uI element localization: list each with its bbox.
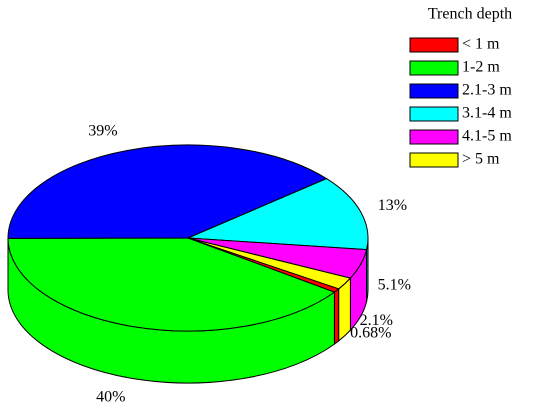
legend-swatch	[409, 106, 459, 122]
legend-label: 3.1-4 m	[462, 105, 512, 122]
legend-label: 2.1-3 m	[462, 82, 512, 99]
data-label: 13%	[378, 197, 407, 214]
pie-slice	[187, 237, 352, 290]
legend-label: 1-2 m	[462, 59, 500, 76]
legend-swatch	[409, 83, 459, 99]
data-label: 5.1%	[378, 277, 411, 294]
pie-slice	[7, 144, 328, 239]
legend-label: < 1 m	[462, 36, 500, 53]
legend-swatch	[409, 129, 459, 145]
data-label: 0.68%	[350, 325, 391, 342]
pie-slice	[187, 178, 369, 251]
legend-label: 4.1-5 m	[462, 128, 512, 145]
legend-title: Trench depth	[428, 6, 512, 23]
pie-side	[333, 287, 340, 346]
data-label: 39%	[88, 122, 117, 139]
data-label: 40%	[96, 388, 125, 405]
legend-label: > 5 m	[462, 151, 500, 168]
legend-swatch	[409, 60, 459, 76]
pie-slice	[7, 237, 336, 332]
legend-swatch	[409, 37, 459, 53]
data-label: 2.1%	[360, 312, 393, 329]
legend-swatch	[409, 152, 459, 168]
